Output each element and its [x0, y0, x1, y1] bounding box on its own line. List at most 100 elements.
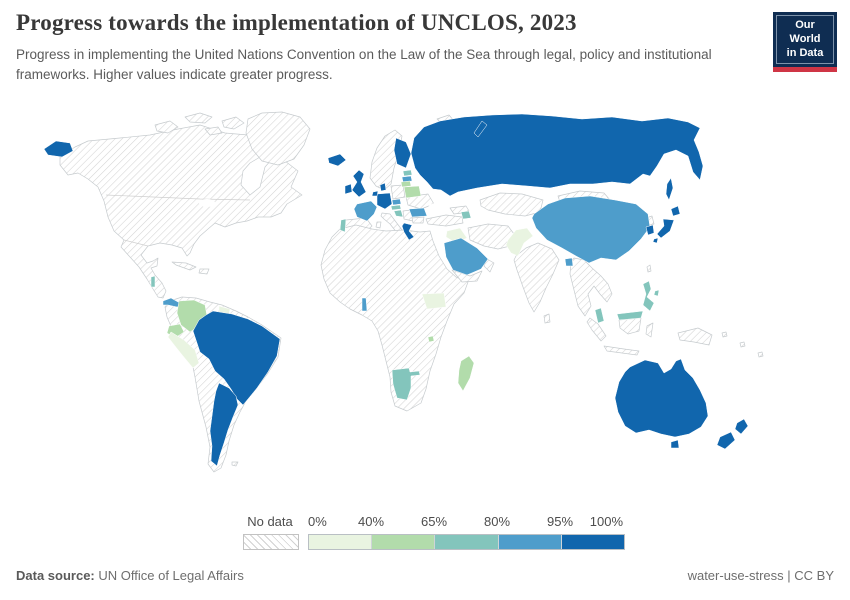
country-austria[interactable]: [390, 204, 402, 211]
country-south-sudan[interactable]: [421, 292, 447, 310]
country-togo[interactable]: [361, 297, 368, 312]
country-germany[interactable]: [376, 192, 393, 210]
legend-swatch-bin5[interactable]: [561, 535, 625, 549]
map-legend: No data 0% 40% 65% 80% 95% 100%: [243, 514, 635, 550]
legend-tick-1: 40%: [357, 514, 385, 529]
landmass-central-asia: [479, 192, 544, 217]
country-malaysia-borneo[interactable]: [616, 310, 644, 321]
legend-tick-5: 100%: [589, 514, 623, 529]
country-rwanda[interactable]: [427, 335, 435, 343]
chart-subtitle: Progress in implementing the United Nati…: [16, 47, 712, 82]
country-argentina[interactable]: [209, 382, 239, 467]
country-finland[interactable]: [393, 137, 412, 169]
legend-swatch-bin2[interactable]: [372, 535, 436, 549]
landmass-ukraine: [405, 193, 435, 210]
owid-logo-box: Our World in Data: [773, 12, 837, 68]
landmass-indochina: [569, 257, 613, 317]
country-pakistan[interactable]: [505, 227, 534, 257]
country-belize[interactable]: [150, 275, 156, 288]
lake-great-lakes: [199, 199, 215, 207]
country-south-korea[interactable]: [645, 224, 655, 236]
data-source-label: Data source:: [16, 568, 95, 583]
legend-no-data-swatch[interactable]: [243, 534, 299, 550]
country-estonia[interactable]: [402, 169, 413, 177]
landmass-java: [603, 345, 640, 356]
country-new-zealand-north[interactable]: [734, 418, 749, 435]
landmass-sardinia: [375, 221, 382, 229]
country-iceland[interactable]: [327, 153, 347, 167]
owid-logo-text: Our World in Data: [776, 15, 834, 65]
country-croatia[interactable]: [393, 209, 404, 218]
country-greece[interactable]: [401, 222, 415, 241]
country-malaysia-peninsula[interactable]: [594, 307, 605, 324]
country-czechia[interactable]: [391, 198, 402, 206]
page-title: Progress towards the implementation of U…: [16, 10, 577, 35]
us-canada-border: [105, 194, 251, 201]
country-netherlands[interactable]: [371, 190, 379, 197]
country-australia[interactable]: [614, 358, 709, 438]
world-map-svg: [43, 111, 764, 473]
country-japan-honshu[interactable]: [656, 218, 675, 239]
landmass-pacific-islands: [721, 331, 764, 358]
landmass-arctic-islands: [154, 112, 245, 136]
country-japan-kyushu[interactable]: [652, 237, 659, 244]
country-russia[interactable]: [410, 113, 704, 197]
country-ireland[interactable]: [344, 183, 353, 195]
landmass-sulawesi: [645, 322, 654, 338]
country-russia-sakhalin[interactable]: [665, 177, 674, 201]
country-france[interactable]: [353, 200, 378, 222]
data-source-value: UN Office of Legal Affairs: [98, 568, 244, 583]
country-saudi-arabia[interactable]: [443, 237, 489, 276]
country-madagascar[interactable]: [457, 355, 475, 392]
chart-header: Progress towards the implementation of U…: [16, 10, 766, 84]
world-choropleth-map: [0, 105, 850, 505]
country-new-zealand-south[interactable]: [716, 431, 736, 450]
country-russia-chukotka[interactable]: [43, 140, 74, 158]
license-note[interactable]: water-use-stress | CC BY: [687, 568, 834, 583]
country-portugal[interactable]: [339, 218, 347, 233]
landmass-greenland: [245, 111, 311, 166]
country-peru[interactable]: [167, 331, 200, 369]
country-brazil[interactable]: [192, 310, 281, 406]
country-united-kingdom[interactable]: [351, 169, 367, 198]
legend-color-bar[interactable]: [308, 534, 625, 550]
country-denmark[interactable]: [379, 182, 387, 192]
landmass-hispaniola: [198, 268, 210, 275]
country-philippines-islet[interactable]: [653, 289, 660, 297]
legend-no-data-label: No data: [247, 514, 293, 529]
country-belarus[interactable]: [403, 185, 422, 199]
lake-caspian-sea: [471, 199, 481, 223]
legend-tick-4: 95%: [546, 514, 574, 529]
country-namibia[interactable]: [391, 367, 421, 401]
legend-swatch-bin4[interactable]: [498, 535, 562, 549]
owid-logo-accent-bar: [773, 67, 837, 73]
country-azerbaijan[interactable]: [460, 210, 472, 220]
legend-tick-2: 65%: [420, 514, 448, 529]
data-source: Data source: UN Office of Legal Affairs: [16, 568, 244, 583]
landmass-turkey: [425, 214, 464, 227]
landmass-cuba: [171, 261, 197, 271]
country-bangladesh[interactable]: [564, 257, 574, 267]
country-china[interactable]: [531, 195, 651, 264]
lake-black-sea: [428, 203, 446, 213]
landmass-india: [513, 242, 560, 313]
landmass-sumatra: [586, 317, 607, 342]
country-russia-novaya-zemlya[interactable]: [473, 120, 488, 138]
landmass-borneo-indonesia: [618, 317, 642, 335]
landmass-taiwan: [646, 264, 652, 273]
legend-swatch-bin1[interactable]: [309, 535, 373, 549]
landmass-new-guinea: [677, 327, 713, 346]
country-australia-tasmania[interactable]: [670, 439, 680, 449]
country-lithuania[interactable]: [400, 180, 412, 188]
country-latvia[interactable]: [401, 175, 413, 183]
country-philippines[interactable]: [642, 280, 655, 312]
legend-tick-0: 0%: [308, 514, 327, 529]
landmass-africa: [320, 224, 469, 412]
landmass-falklands: [231, 461, 239, 467]
landmass-sri-lanka: [543, 313, 551, 324]
legend-swatch-bin3[interactable]: [435, 535, 499, 549]
owid-logo[interactable]: Our World in Data: [773, 12, 837, 73]
country-japan-hokkaido[interactable]: [670, 205, 681, 217]
country-romania[interactable]: [408, 207, 428, 218]
